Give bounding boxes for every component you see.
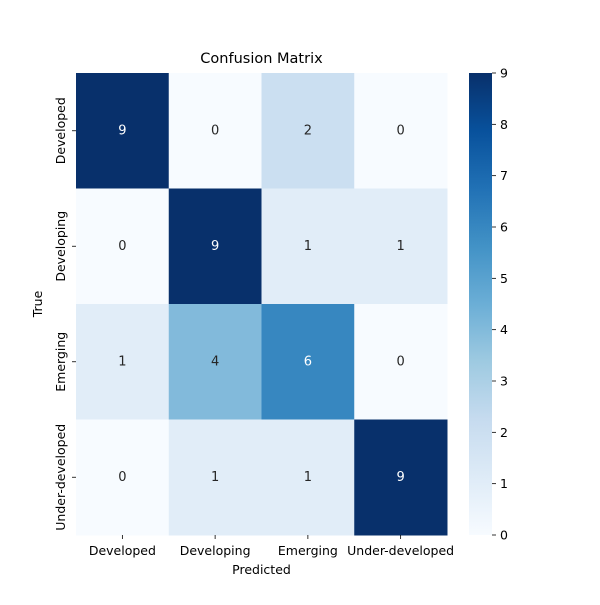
heatmap-cell — [168, 188, 262, 305]
cell-value-label: 1 — [211, 470, 219, 485]
colorbar-ticks: 0 1 2 3 4 5 6 7 8 9 — [492, 66, 508, 543]
heatmap-cells — [76, 73, 448, 536]
colorbar-gradient — [469, 73, 492, 535]
colorbar-tick-label: 9 — [500, 66, 508, 81]
cell-value-label: 9 — [211, 239, 219, 254]
x-axis-ticks: Developed Developing Emerging Under-develop… — [89, 535, 454, 558]
cell-value-label: 0 — [396, 123, 404, 138]
x-tick-label: Developed — [89, 543, 156, 558]
cell-value-label: 6 — [304, 354, 312, 369]
colorbar-tick-label: 2 — [500, 425, 508, 440]
cell-value-label: 0 — [118, 470, 126, 485]
cell-value-label: 1 — [396, 239, 404, 254]
cell-value-label: 2 — [304, 123, 312, 138]
heatmap-cell — [76, 304, 170, 420]
x-axis-label: Predicted — [232, 562, 291, 577]
cell-value-label: 1 — [118, 354, 126, 369]
heatmap-cell — [261, 188, 355, 305]
colorbar-tick-label: 7 — [500, 168, 508, 183]
cell-value-label: 1 — [304, 470, 312, 485]
colorbar-tick-label: 3 — [500, 374, 508, 389]
x-tick-label: Developing — [180, 543, 251, 558]
heatmap-cell — [261, 304, 355, 420]
cell-value-label: 9 — [118, 123, 126, 138]
colorbar-tick-label: 0 — [500, 528, 508, 543]
y-tick-label: Emerging — [53, 332, 68, 392]
heatmap-cell — [168, 304, 262, 420]
cell-value-label: 0 — [396, 354, 404, 369]
colorbar-tick-label: 5 — [500, 271, 508, 286]
colorbar-tick-label: 8 — [500, 117, 508, 132]
y-tick-label: Developing — [53, 211, 68, 282]
colorbar-tick-label: 1 — [500, 476, 508, 491]
cell-annotations: 9 0 2 0 0 9 1 1 1 4 6 0 0 1 1 9 — [118, 123, 405, 485]
cell-value-label: 4 — [211, 354, 219, 369]
colorbar-tick-label: 6 — [500, 220, 508, 235]
heatmap-cell — [168, 419, 262, 536]
y-axis-ticks: Developed Developing Emerging Under-develop… — [53, 97, 76, 531]
heatmap-cell — [76, 188, 170, 305]
heatmap-cell — [168, 73, 262, 189]
cell-value-label: 0 — [211, 123, 219, 138]
heatmap-cell — [261, 419, 355, 536]
heatmap-cell — [261, 73, 355, 189]
colorbar: 0 1 2 3 4 5 6 7 8 9 — [469, 66, 508, 543]
chart-title: Confusion Matrix — [200, 51, 323, 67]
cell-value-label: 0 — [118, 239, 126, 254]
x-tick-label: Under-developed — [347, 543, 454, 558]
y-axis-label: True — [30, 290, 45, 318]
heatmap-cell — [354, 419, 448, 536]
cell-value-label: 9 — [396, 470, 404, 485]
heatmap-cell — [76, 419, 170, 536]
heatmap-cell — [354, 304, 448, 420]
y-tick-label: Developed — [53, 97, 68, 164]
x-tick-label: Emerging — [278, 543, 338, 558]
colorbar-tick-label: 4 — [500, 322, 508, 337]
y-tick-label: Under-developed — [53, 424, 68, 531]
heatmap-cell — [354, 73, 448, 189]
cell-value-label: 1 — [304, 239, 312, 254]
heatmap-cell — [354, 188, 448, 305]
heatmap-cell — [76, 73, 170, 189]
